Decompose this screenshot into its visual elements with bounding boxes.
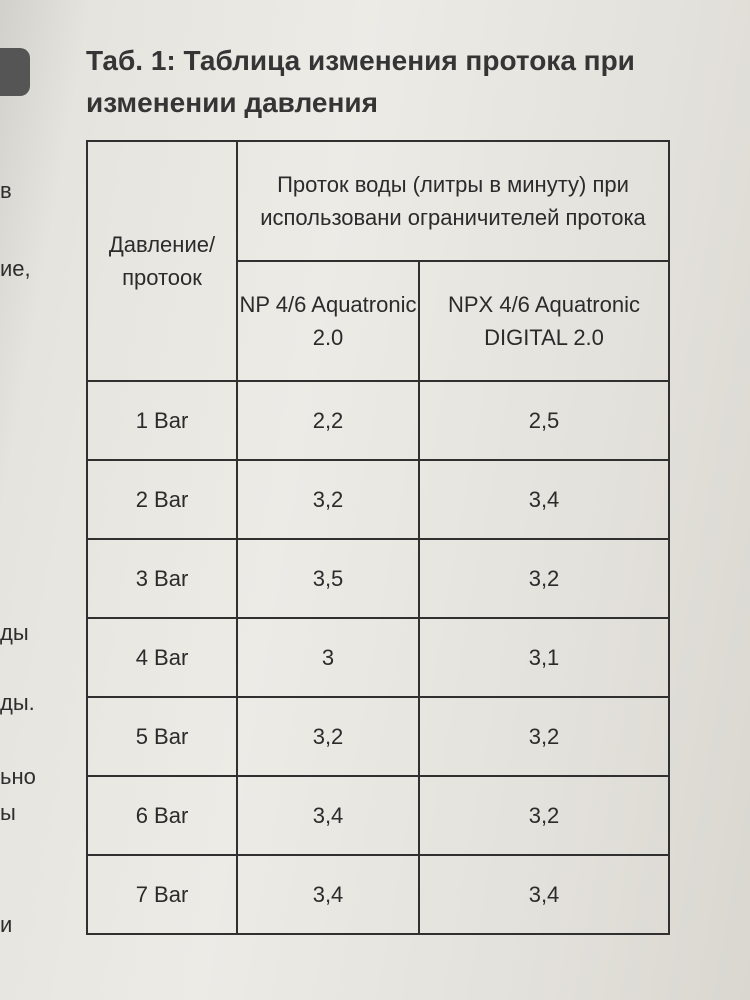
pressure-cell: 5 Bar — [86, 696, 238, 777]
np-flow-cell: 3 — [236, 617, 420, 698]
npx-flow-cell: 3,2 — [418, 775, 670, 856]
np-flow-cell: 3,2 — [236, 696, 420, 777]
table-header-row: Давление/ протоок Проток воды (литры в м… — [86, 140, 670, 382]
margin-text-fragment: ды. — [0, 690, 35, 715]
pressure-cell: 1 Bar — [86, 380, 238, 461]
margin-text-fragment: ьно — [0, 764, 36, 789]
margin-text-fragment: и — [0, 912, 13, 937]
table-row: 3 Bar 3,5 3,2 — [86, 538, 670, 619]
header-pressure: Давление/ протоок — [86, 140, 238, 382]
table-row: 2 Bar 3,2 3,4 — [86, 459, 670, 540]
chapter-tab-marker — [0, 48, 30, 96]
npx-flow-cell: 3,2 — [418, 538, 670, 619]
margin-text-fragment: в — [0, 178, 12, 203]
table-row: 1 Bar 2,2 2,5 — [86, 380, 670, 461]
header-npx-aquatronic-digital: NPX 4/6 Aquatronic DIGITAL 2.0 — [418, 260, 670, 382]
np-flow-cell: 3,2 — [236, 459, 420, 540]
npx-flow-cell: 3,2 — [418, 696, 670, 777]
margin-text-fragment: ды — [0, 620, 29, 645]
table-subheader-row: NP 4/6 Aquatronic 2.0 NPX 4/6 Aquatronic… — [87, 260, 670, 382]
pressure-cell: 4 Bar — [86, 617, 238, 698]
margin-text-fragment: ие, — [0, 256, 31, 281]
npx-flow-cell: 3,4 — [418, 459, 670, 540]
pressure-cell: 2 Bar — [86, 459, 238, 540]
np-flow-cell: 3,5 — [236, 538, 420, 619]
pressure-cell: 6 Bar — [86, 775, 238, 856]
npx-flow-cell: 3,4 — [418, 854, 670, 935]
header-flow-group: Проток воды (литры в минуту) при использ… — [236, 140, 670, 262]
header-np-aquatronic: NP 4/6 Aquatronic 2.0 — [236, 260, 420, 382]
table-row: 6 Bar 3,4 3,2 — [86, 775, 670, 856]
npx-flow-cell: 3,1 — [418, 617, 670, 698]
np-flow-cell: 2,2 — [236, 380, 420, 461]
pressure-cell: 3 Bar — [86, 538, 238, 619]
pressure-cell: 7 Bar — [86, 854, 238, 935]
margin-text-fragment: ы — [0, 800, 16, 825]
table-row: 5 Bar 3,2 3,2 — [86, 696, 670, 777]
table-title: Таб. 1: Таблица изменения протока при из… — [86, 45, 635, 118]
npx-flow-cell: 2,5 — [418, 380, 670, 461]
np-flow-cell: 3,4 — [236, 854, 420, 935]
table-row: 4 Bar 3 3,1 — [86, 617, 670, 698]
np-flow-cell: 3,4 — [236, 775, 420, 856]
table-row: 7 Bar 3,4 3,4 — [86, 854, 670, 935]
flow-pressure-table: Давление/ протоок Проток воды (литры в м… — [86, 140, 670, 935]
